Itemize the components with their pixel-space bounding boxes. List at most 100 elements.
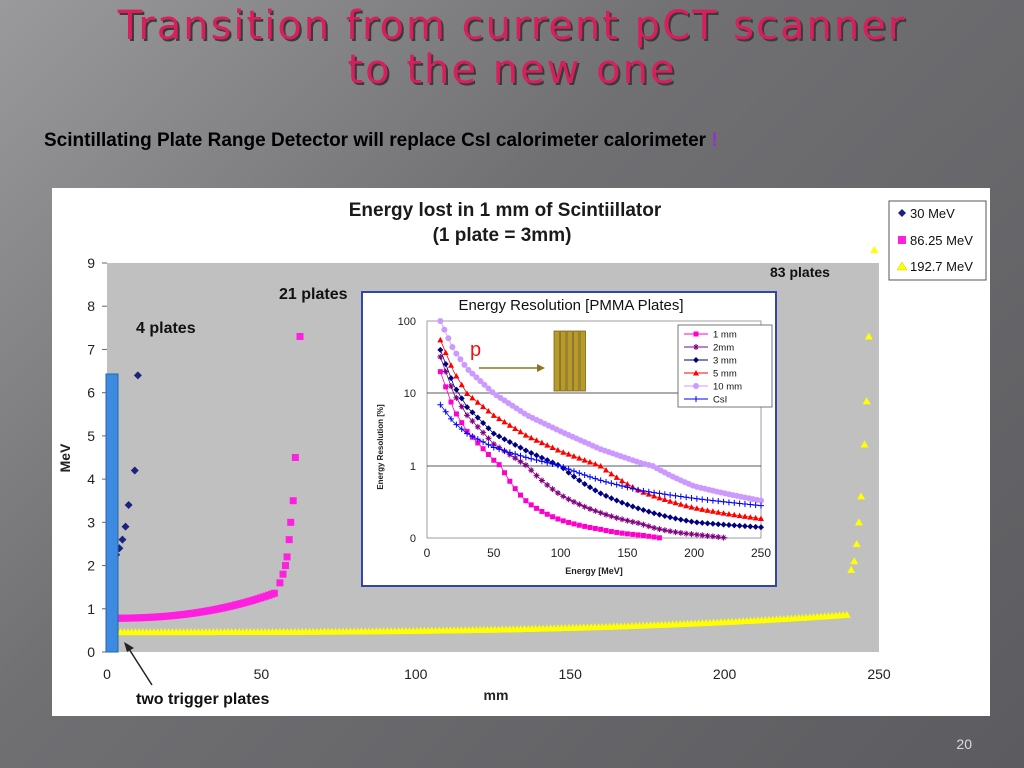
inset-data-point [544, 482, 551, 489]
inset-data-point [597, 477, 604, 484]
inset-data-point [672, 492, 679, 499]
inset-data-point [528, 502, 534, 508]
inset-data-point [571, 521, 577, 527]
pmma-plate [560, 330, 567, 392]
inset-data-point [677, 493, 684, 500]
inset-data-point [677, 529, 684, 536]
inset-data-point [661, 491, 668, 498]
data-point-86mev [285, 536, 293, 544]
inset-data-point [485, 435, 492, 442]
inset-data-point [661, 496, 668, 503]
chart-container: Energy lost in 1 mm of Scintiillator (1 … [52, 188, 990, 716]
inset-data-point [560, 518, 566, 524]
main-legend: 30 MeV 86.25 MeV 192.7 MeV [888, 200, 987, 281]
inset-data-point [469, 394, 476, 401]
inset-data-point [614, 529, 620, 535]
inset-data-point [442, 368, 449, 375]
legend-label-86: 86.25 MeV [910, 233, 973, 248]
x-tick-label: 100 [404, 666, 428, 682]
inset-data-point [570, 473, 577, 480]
inset-data-point [619, 530, 625, 536]
inset-data-point [736, 500, 743, 507]
inset-legend-label: 1 mm [713, 330, 737, 341]
inset-data-point [528, 467, 535, 474]
data-point-86mev [283, 553, 291, 561]
inset-data-point [747, 523, 754, 530]
inset-y-tick-label: 1 [410, 461, 416, 473]
inset-data-point [709, 497, 716, 504]
x-tick-label: 200 [713, 666, 737, 682]
inset-data-point [613, 514, 620, 521]
inset-data-point [458, 381, 465, 388]
data-point-86mev [296, 332, 304, 340]
inset-data-point [490, 412, 497, 418]
inset-data-point [538, 477, 545, 484]
x-tick-label: 250 [867, 666, 891, 682]
inset-data-point [437, 401, 444, 408]
inset-data-point [651, 489, 658, 496]
inset-data-point [720, 534, 727, 541]
inset-data-point [458, 403, 465, 410]
inset-data-point [619, 477, 626, 484]
inset-data-point [672, 499, 679, 506]
y-tick-label: 9 [87, 255, 95, 271]
inset-data-point [720, 498, 727, 505]
data-point-192mev [850, 557, 859, 565]
inset-data-point [646, 533, 652, 539]
data-point-30mev [130, 466, 139, 475]
inset-data-point [453, 411, 459, 417]
inset-data-point [457, 356, 464, 363]
inset-data-point [720, 521, 727, 528]
inset-data-point [758, 497, 764, 504]
inset-data-point [731, 511, 738, 518]
inset-data-point [560, 464, 567, 471]
inset-data-point [603, 511, 610, 518]
inset-data-point [683, 517, 690, 524]
slide-subtitle: Scintillating Plate Range Detector will … [44, 130, 718, 152]
inset-data-point [512, 451, 519, 458]
inset-legend-marker [693, 396, 699, 402]
inset-data-point [645, 508, 652, 515]
inset-data-point [587, 524, 593, 530]
y-tick-label: 4 [87, 471, 95, 487]
inset-data-point [481, 381, 488, 388]
inset-data-point [651, 534, 657, 540]
data-point-30mev [121, 522, 130, 531]
inset-data-point [688, 504, 695, 510]
inset-data-point [490, 444, 497, 451]
inset-data-point [512, 486, 518, 492]
inset-data-point [496, 415, 503, 422]
inset-data-point [469, 370, 476, 377]
inset-data-point [522, 432, 529, 438]
data-point-86mev [270, 589, 278, 597]
inset-data-point [608, 513, 615, 520]
pmma-plate [573, 330, 580, 392]
y-tick-label: 8 [87, 298, 95, 314]
inset-data-point [480, 403, 487, 410]
inset-data-point [597, 490, 604, 497]
inset-data-point [592, 525, 598, 531]
inset-data-point [704, 507, 711, 513]
inset-data-point [752, 514, 759, 521]
inset-data-point [538, 458, 545, 465]
inset-data-point [445, 335, 452, 342]
inset-data-point [624, 480, 631, 487]
inset-data-point [458, 395, 465, 402]
inset-series-csi [437, 401, 764, 509]
inset-data-point [473, 374, 480, 381]
data-point-192mev [857, 492, 866, 500]
inset-data-point [437, 346, 444, 353]
inset-data-point [485, 425, 492, 432]
inset-data-point [442, 408, 449, 415]
data-point-86mev [289, 497, 297, 505]
inset-legend-label: CsI [713, 395, 727, 406]
inset-data-point [544, 511, 550, 517]
inset-legend-marker [693, 370, 699, 376]
inset-data-point [758, 524, 764, 531]
page-number: 20 [956, 736, 972, 752]
inset-data-point [448, 375, 455, 382]
inset-data-point [528, 455, 535, 462]
inset-data-point [624, 531, 630, 537]
inset-data-point [715, 498, 722, 505]
inset-data-point [731, 499, 738, 506]
